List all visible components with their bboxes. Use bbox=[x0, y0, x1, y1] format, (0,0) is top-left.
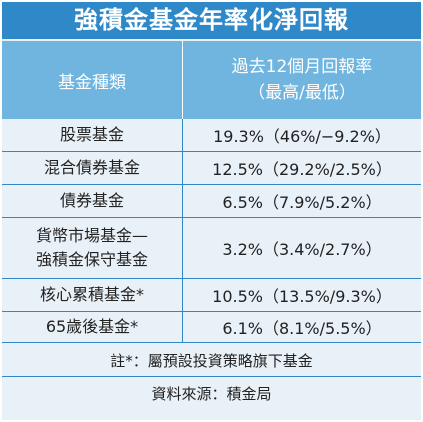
header-return: 過去12個月回報率 （最高/最低） bbox=[183, 41, 421, 119]
fund-return: 19.3%（46%/−9.2%） bbox=[213, 127, 391, 146]
footnote: 註*：屬預設投資策略旗下基金 bbox=[2, 346, 421, 377]
fund-name: 65歲後基金* bbox=[2, 312, 182, 342]
row-divider bbox=[182, 279, 183, 311]
fund-name: 混合債券基金 bbox=[2, 152, 182, 184]
fund-name: 債券基金 bbox=[2, 185, 182, 217]
row-divider bbox=[182, 218, 183, 278]
table-header: 基金種類 過去12個月回報率 （最高/最低） bbox=[2, 41, 421, 119]
fund-name-line: 貨幣市場基金— bbox=[35, 226, 148, 245]
row-divider bbox=[182, 152, 183, 184]
table-title: 強積金基金年率化淨回報 bbox=[2, 2, 421, 39]
header-divider bbox=[182, 41, 183, 119]
fund-name: 股票基金 bbox=[2, 119, 182, 151]
table-row: 混合債券基金 12.5%（29.2%/2.5%） bbox=[2, 152, 421, 185]
fund-name-line: 核心累積基金* bbox=[39, 285, 144, 304]
table-row: 股票基金 19.3%（46%/−9.2%） bbox=[2, 119, 421, 152]
row-divider bbox=[182, 185, 183, 217]
fund-return: 6.1%（8.1%/5.5%） bbox=[222, 319, 382, 338]
header-return-line2: （最高/最低） bbox=[248, 83, 356, 103]
row-divider bbox=[182, 312, 183, 342]
data-source: 資料來源：積金局 bbox=[151, 385, 272, 403]
fund-return: 6.5%（7.9%/5.2%） bbox=[222, 193, 382, 212]
fund-name-line: 債券基金 bbox=[59, 191, 124, 210]
fund-name: 貨幣市場基金— 強積金保守基金 bbox=[2, 218, 182, 278]
header-return-line1: 過去12個月回報率 bbox=[231, 57, 373, 77]
fund-return: 3.2%（3.4%/2.7%） bbox=[222, 240, 382, 259]
header-fund-type: 基金種類 bbox=[58, 72, 126, 93]
fund-name-line: 強積金保守基金 bbox=[35, 250, 148, 269]
table-body: 股票基金 19.3%（46%/−9.2%） 混合債券基金 12.5%（29.2%… bbox=[2, 119, 421, 343]
fund-return: 10.5%（13.5%/9.3%） bbox=[212, 287, 392, 306]
table-row: 65歲後基金* 6.1%（8.1%/5.5%） bbox=[2, 312, 421, 343]
table-row: 核心累積基金* 10.5%（13.5%/9.3%） bbox=[2, 279, 421, 312]
fund-name-line: 65歲後基金* bbox=[45, 317, 139, 336]
fund-name-line: 股票基金 bbox=[59, 125, 124, 144]
row-divider bbox=[182, 119, 183, 151]
fund-name: 核心累積基金* bbox=[2, 279, 182, 311]
fund-return: 12.5%（29.2%/2.5%） bbox=[212, 160, 392, 179]
table-row: 貨幣市場基金— 強積金保守基金 3.2%（3.4%/2.7%） bbox=[2, 218, 421, 279]
table-row: 債券基金 6.5%（7.9%/5.2%） bbox=[2, 185, 421, 218]
fund-name-line: 混合債券基金 bbox=[43, 158, 140, 177]
